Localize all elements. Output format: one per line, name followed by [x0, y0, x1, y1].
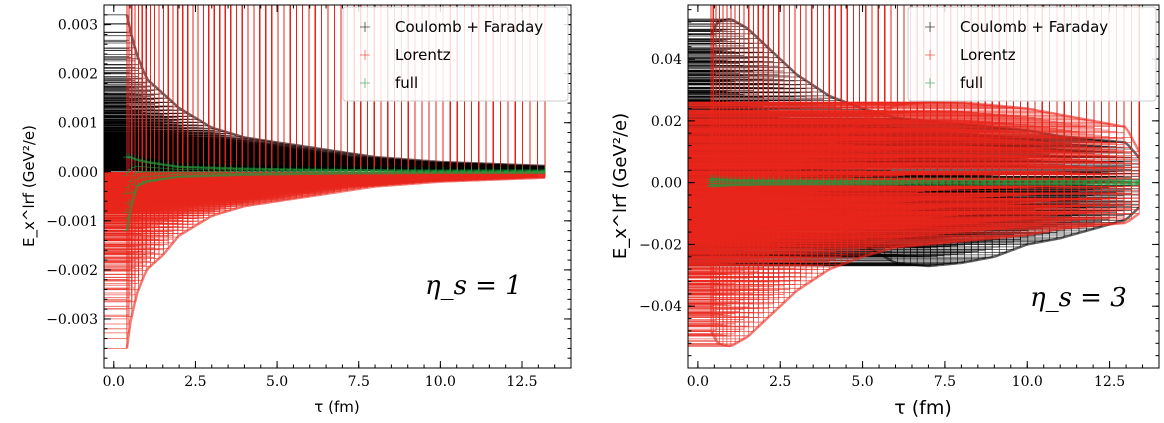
x-tick-label: 2.5 — [184, 374, 206, 390]
data-point — [146, 163, 151, 168]
data-point — [104, 5, 143, 74]
data-point — [104, 5, 128, 16]
data-point — [142, 167, 147, 173]
data-point — [134, 175, 139, 180]
series-envelope-upper — [126, 155, 545, 173]
data-point — [150, 167, 155, 173]
left-plot-annotation: η_s = 1 — [425, 271, 522, 301]
data-point — [104, 5, 133, 73]
data-point — [155, 167, 160, 173]
legend-label: Coulomb + Faraday — [395, 18, 543, 36]
y-tick-label: −0.003 — [46, 312, 98, 328]
data-point — [131, 180, 136, 185]
data-point — [150, 172, 155, 177]
series-envelope-lower — [125, 176, 545, 349]
y-tick-label: 0.001 — [58, 116, 98, 132]
data-point — [124, 199, 130, 204]
legend-marker — [360, 22, 370, 32]
data-point — [138, 162, 143, 167]
data-point — [142, 162, 147, 168]
left-plot-panel: 0.0 2.5 5.0 7.5 10.0 12.5 0.003 0.002 0.001 0.000… — [20, 4, 572, 416]
data-point — [122, 208, 128, 213]
series-envelope-lower — [125, 171, 545, 231]
data-point — [142, 172, 147, 178]
data-point — [134, 162, 139, 167]
data-point — [104, 5, 303, 153]
data-point — [104, 5, 130, 74]
series-envelope-upper — [125, 14, 545, 168]
data-point — [155, 171, 160, 177]
legend-marker — [360, 78, 370, 88]
data-point — [104, 5, 316, 150]
data-point — [122, 189, 128, 195]
series-full — [122, 153, 546, 231]
legend-label: Lorentz — [395, 46, 451, 64]
data-point — [104, 5, 143, 69]
left-plot-ylabel: E_x^lrf (GeV²/e) — [20, 125, 39, 247]
x-tick-label: 12.5 — [506, 374, 537, 390]
data-point — [146, 172, 151, 177]
data-point — [138, 174, 143, 179]
data-point — [124, 168, 130, 173]
data-point — [104, 5, 169, 99]
y-tick-label: 0.002 — [58, 67, 98, 83]
legend-label: full — [395, 74, 418, 92]
left-legend-box — [342, 6, 569, 102]
legend-marker — [360, 50, 370, 60]
data-point — [104, 5, 128, 69]
data-point — [146, 167, 151, 173]
y-tick-label: −0.001 — [46, 214, 98, 230]
y-tick-label: 0.000 — [58, 165, 98, 181]
data-point — [104, 5, 128, 78]
x-tick-label: 5.0 — [266, 374, 288, 390]
data-point — [127, 177, 133, 182]
left-plot-legend: Coulomb + Faraday Lorentz full — [342, 6, 569, 102]
x-tick-label: 7.5 — [348, 374, 370, 390]
x-tick-label: 10.0 — [425, 374, 456, 390]
left-plot-frame — [103, 4, 572, 369]
y-tick-label: −0.002 — [46, 263, 98, 279]
data-point — [104, 5, 136, 75]
data-point — [124, 183, 130, 189]
left-plot-ticks: 0.0 2.5 5.0 7.5 10.0 12.5 0.003 0.002 0.001 0.000… — [46, 5, 572, 390]
data-point — [104, 5, 164, 99]
left-plot-xlabel: τ (fm) — [314, 398, 359, 416]
x-tick-label: 0.0 — [103, 374, 125, 390]
y-tick-label: 0.003 — [58, 18, 98, 34]
